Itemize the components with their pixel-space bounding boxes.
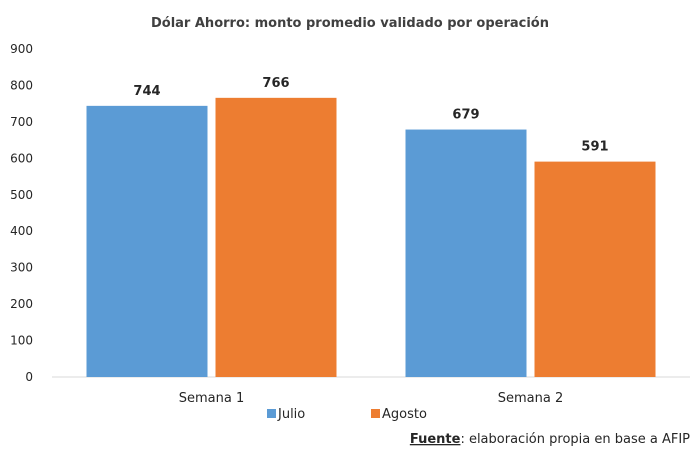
legend-swatch-agosto — [371, 409, 380, 418]
legend-label-agosto: Agosto — [382, 407, 427, 422]
category-labels-group: Semana 1 Semana 2 — [179, 391, 564, 406]
bar-agosto-2 — [534, 161, 656, 377]
data-labels-group: 744 766 679 591 — [133, 76, 608, 155]
y-tick-label: 600 — [10, 151, 33, 165]
source-note: Fuente: elaboración propia en base a AFI… — [410, 432, 690, 447]
y-axis-ticks: 0 100 200 300 400 500 600 700 800 900 — [10, 42, 33, 384]
y-tick-label: 800 — [10, 78, 33, 92]
data-label: 591 — [581, 140, 608, 155]
y-tick-label: 400 — [10, 224, 33, 238]
source-label: Fuente — [410, 432, 461, 447]
y-tick-label: 200 — [10, 297, 33, 311]
legend-label-julio: Julio — [277, 407, 305, 422]
category-label: Semana 2 — [498, 391, 564, 406]
bar-julio-2 — [405, 129, 527, 377]
data-label: 744 — [133, 84, 160, 99]
data-label: 679 — [452, 108, 479, 123]
legend-swatch-julio — [267, 409, 276, 418]
bar-agosto-1 — [215, 97, 337, 377]
y-tick-label: 100 — [10, 334, 33, 348]
bars-group — [86, 97, 656, 377]
y-tick-label: 900 — [10, 42, 33, 56]
legend: Julio Agosto — [267, 407, 427, 422]
source-text: : elaboración propia en base a AFIP — [460, 432, 690, 447]
bar-julio-1 — [86, 105, 208, 377]
y-tick-label: 0 — [25, 370, 33, 384]
y-tick-label: 500 — [10, 188, 33, 202]
y-tick-label: 300 — [10, 261, 33, 275]
y-tick-label: 700 — [10, 115, 33, 129]
chart-title: Dólar Ahorro: monto promedio validado po… — [151, 16, 549, 31]
category-label: Semana 1 — [179, 391, 245, 406]
data-label: 766 — [262, 76, 289, 91]
